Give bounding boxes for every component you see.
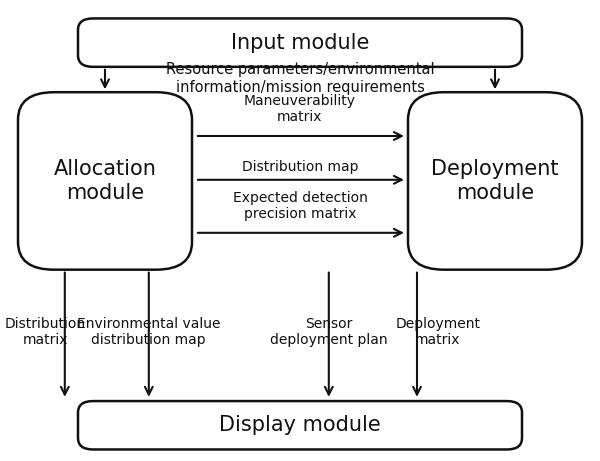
FancyBboxPatch shape: [78, 401, 522, 449]
Text: Resource parameters/environmental
information/mission requirements: Resource parameters/environmental inform…: [166, 62, 434, 95]
Text: Sensor
deployment plan: Sensor deployment plan: [270, 317, 388, 347]
Text: Input module: Input module: [231, 33, 369, 53]
Text: Expected detection
precision matrix: Expected detection precision matrix: [233, 191, 367, 221]
FancyBboxPatch shape: [408, 92, 582, 270]
Text: Maneuverability
matrix: Maneuverability matrix: [244, 94, 356, 124]
Text: Environmental value
distribution map: Environmental value distribution map: [77, 317, 221, 347]
FancyBboxPatch shape: [78, 18, 522, 67]
Text: Deployment
module: Deployment module: [431, 160, 559, 202]
FancyBboxPatch shape: [18, 92, 192, 270]
Text: Distribution
matrix: Distribution matrix: [4, 317, 86, 347]
Text: Allocation
module: Allocation module: [53, 160, 157, 202]
Text: Distribution map: Distribution map: [242, 160, 358, 174]
Text: Display module: Display module: [219, 415, 381, 435]
Text: Deployment
matrix: Deployment matrix: [395, 317, 481, 347]
